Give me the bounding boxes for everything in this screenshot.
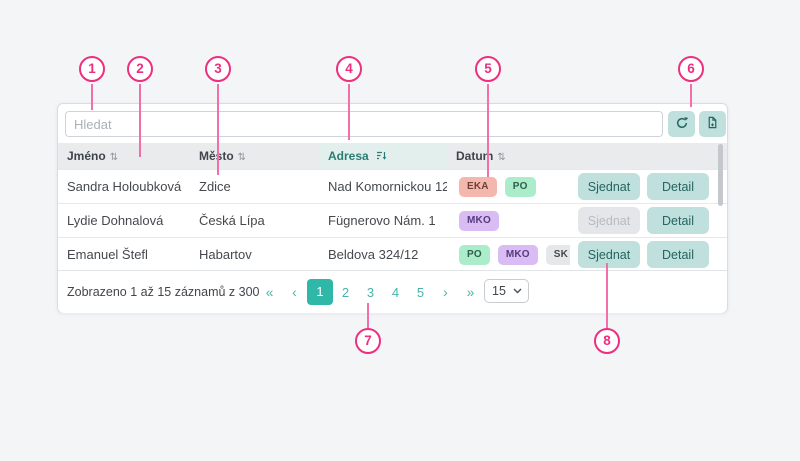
callout-circle-1: 1 <box>79 56 105 82</box>
table-row: Sandra Holoubková Zdice Nad Komornickou … <box>58 169 727 203</box>
callout-circle-6: 6 <box>678 56 704 82</box>
callout-circle-2: 2 <box>127 56 153 82</box>
refresh-icon <box>675 116 689 133</box>
sort-icon: ⇅ <box>109 152 119 163</box>
badge: EKA <box>459 176 497 197</box>
cell-city: Zdice <box>199 179 231 194</box>
callout-line-2 <box>139 84 141 157</box>
column-header-jmeno[interactable]: Jméno ⇅ <box>58 143 190 169</box>
last-page-button[interactable]: » <box>466 284 475 300</box>
callout-line-8 <box>606 263 608 328</box>
detail-button[interactable]: Detail <box>647 241 709 268</box>
cell-address: Beldova 324/12 <box>328 247 419 262</box>
badge: PO <box>504 176 536 197</box>
column-label: Jméno <box>67 149 106 163</box>
sort-icon: ⇅ <box>497 152 506 163</box>
sort-icon: ⇅ <box>237 152 247 163</box>
callout-line-1 <box>91 84 93 110</box>
callout-line-7 <box>367 303 369 328</box>
next-page-button[interactable]: › <box>443 284 448 300</box>
data-table-card: Jméno⇅ Město⇅ Adresa Datum⇅ <box>57 103 728 313</box>
column-label: Adresa <box>328 149 369 163</box>
table-row: Lydie Dohnalová Česká Lípa Fügnerovo Nám… <box>58 203 727 237</box>
column-label: Město <box>199 149 234 163</box>
badge: MKO <box>497 244 538 265</box>
page-button-active[interactable]: 1 <box>307 279 333 305</box>
cell-address: Fügnerovo Nám. 1 <box>328 213 436 228</box>
export-button[interactable] <box>699 111 726 137</box>
callout-line-3 <box>217 84 219 175</box>
column-header-adresa[interactable]: Adresa <box>319 143 447 169</box>
table-header-row: Jméno⇅ Město⇅ Adresa Datum⇅ <box>58 143 727 169</box>
cell-name: Emanuel Štefl <box>67 247 148 262</box>
callout-circle-8: 8 <box>594 328 620 354</box>
callout-line-6 <box>690 84 692 107</box>
cell-name: Sandra Holoubková <box>67 179 182 194</box>
column-header-actions <box>570 143 727 169</box>
cell-actions: Sjednat Detail <box>570 207 727 234</box>
prev-page-button[interactable]: ‹ <box>292 284 297 300</box>
page-button[interactable]: 2 <box>341 284 350 300</box>
detail-button[interactable]: Detail <box>647 173 709 200</box>
cell-city: Habartov <box>199 247 252 262</box>
refresh-button[interactable] <box>668 111 695 137</box>
detail-button[interactable]: Detail <box>647 207 709 234</box>
cell-badges: MKO <box>447 210 570 231</box>
first-page-button[interactable]: « <box>265 284 274 300</box>
page-button[interactable]: 5 <box>416 284 425 300</box>
search-input[interactable] <box>65 111 663 137</box>
table-row: Emanuel Štefl Habartov Beldova 324/12 PO… <box>58 237 727 271</box>
cell-address: Nad Komornickou 12 <box>328 179 447 194</box>
cell-badges: EKA PO <box>447 176 570 197</box>
badge: SK <box>545 244 570 265</box>
page-size-select[interactable]: 15 <box>484 279 529 303</box>
cell-badges: PO MKO SK <box>447 244 570 265</box>
column-header-mesto[interactable]: Město⇅ <box>190 143 319 169</box>
callout-line-5 <box>487 84 489 177</box>
cell-city: Česká Lípa <box>199 213 265 228</box>
chevron-down-icon <box>513 288 522 294</box>
page-button[interactable]: 4 <box>391 284 400 300</box>
sjednat-button[interactable]: Sjednat <box>578 173 640 200</box>
column-header-datum[interactable]: Datum ⇅ <box>447 143 570 169</box>
table-footer: Zobrazeno 1 až 15 záznamů z 300 « ‹ 1 2 … <box>58 270 727 313</box>
callout-line-4 <box>348 84 350 140</box>
pagination: « ‹ 1 2 3 4 5 › » <box>257 279 483 305</box>
vertical-scrollbar[interactable] <box>718 144 723 206</box>
cell-actions: Sjednat Detail <box>570 173 727 200</box>
sjednat-button-disabled: Sjednat <box>578 207 640 234</box>
badge: MKO <box>459 210 499 231</box>
sort-active-icon <box>376 151 387 163</box>
cell-name: Lydie Dohnalová <box>67 213 164 228</box>
page-size-value: 15 <box>492 284 506 298</box>
file-export-icon <box>706 116 719 132</box>
callout-circle-5: 5 <box>475 56 501 82</box>
sjednat-button[interactable]: Sjednat <box>578 241 640 268</box>
page-button[interactable]: 3 <box>366 284 375 300</box>
badge: PO <box>459 244 490 265</box>
callout-circle-7: 7 <box>355 328 381 354</box>
callout-circle-3: 3 <box>205 56 231 82</box>
callout-circle-4: 4 <box>336 56 362 82</box>
cell-actions: Sjednat Detail <box>570 241 727 268</box>
records-summary: Zobrazeno 1 až 15 záznamů z 300 <box>67 285 260 299</box>
column-label: Datum <box>456 149 494 163</box>
